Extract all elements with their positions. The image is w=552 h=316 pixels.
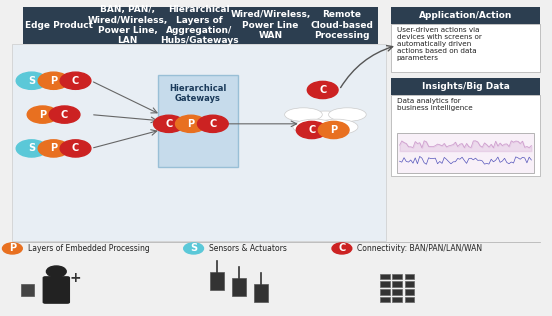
Ellipse shape [293, 119, 336, 135]
Text: Application/Action: Application/Action [419, 11, 512, 20]
FancyBboxPatch shape [235, 7, 306, 44]
Circle shape [307, 81, 338, 99]
Text: P: P [39, 110, 46, 119]
Text: C: C [72, 76, 79, 86]
Text: C: C [61, 110, 68, 119]
Text: C: C [319, 85, 326, 95]
FancyBboxPatch shape [391, 24, 540, 71]
FancyBboxPatch shape [163, 7, 235, 44]
Text: BAN, PAN/,
Wired/Wireless,
Power Line,
LAN: BAN, PAN/, Wired/Wireless, Power Line, L… [88, 5, 168, 46]
FancyBboxPatch shape [380, 274, 390, 279]
FancyBboxPatch shape [391, 7, 540, 24]
Circle shape [60, 140, 91, 157]
Text: Data analytics for
business intelligence: Data analytics for business intelligence [397, 98, 473, 111]
FancyBboxPatch shape [380, 281, 390, 287]
FancyBboxPatch shape [392, 274, 402, 279]
FancyBboxPatch shape [306, 7, 378, 44]
Circle shape [38, 140, 69, 157]
FancyBboxPatch shape [20, 284, 34, 296]
FancyBboxPatch shape [43, 276, 70, 304]
FancyBboxPatch shape [391, 94, 540, 176]
FancyBboxPatch shape [12, 44, 386, 241]
Text: S: S [190, 243, 197, 253]
Ellipse shape [299, 111, 352, 131]
Circle shape [16, 140, 47, 157]
Text: P: P [50, 143, 57, 154]
Circle shape [49, 106, 80, 123]
Circle shape [46, 266, 66, 277]
FancyBboxPatch shape [380, 297, 390, 302]
FancyBboxPatch shape [392, 289, 402, 295]
Text: P: P [330, 125, 337, 135]
Text: User-driven actions via
devices with screens or
automatically driven
actions bas: User-driven actions via devices with scr… [397, 27, 482, 61]
Circle shape [332, 243, 352, 254]
Text: C: C [338, 243, 346, 253]
Text: P: P [187, 119, 194, 129]
Circle shape [319, 121, 349, 139]
Circle shape [184, 243, 204, 254]
FancyBboxPatch shape [391, 78, 540, 94]
Text: Hierarchical
Layers of
Aggregation/
Hubs/Gateways: Hierarchical Layers of Aggregation/ Hubs… [160, 5, 238, 46]
FancyBboxPatch shape [405, 297, 415, 302]
FancyBboxPatch shape [232, 278, 246, 296]
FancyBboxPatch shape [158, 75, 237, 167]
Text: C: C [72, 143, 79, 154]
Ellipse shape [315, 119, 358, 135]
Circle shape [3, 243, 22, 254]
FancyBboxPatch shape [405, 274, 415, 279]
Text: P: P [50, 76, 57, 86]
Text: Connectivity: BAN/PAN/LAN/WAN: Connectivity: BAN/PAN/LAN/WAN [357, 244, 482, 253]
Text: Insights/Big Data: Insights/Big Data [422, 82, 509, 91]
FancyBboxPatch shape [392, 297, 402, 302]
FancyBboxPatch shape [23, 7, 95, 44]
Text: S: S [28, 143, 35, 154]
FancyBboxPatch shape [405, 289, 415, 295]
Text: C: C [165, 119, 173, 129]
Text: Layers of Embedded Processing: Layers of Embedded Processing [28, 244, 150, 253]
Text: Remote
Cloud-based
Processing: Remote Cloud-based Processing [310, 10, 373, 40]
Circle shape [153, 115, 184, 132]
Text: Edge Product: Edge Product [25, 21, 93, 30]
Circle shape [296, 121, 327, 139]
FancyBboxPatch shape [210, 271, 224, 290]
FancyBboxPatch shape [392, 281, 402, 287]
Text: +: + [70, 271, 81, 285]
Text: P: P [9, 243, 16, 253]
FancyBboxPatch shape [92, 7, 163, 44]
Text: C: C [308, 125, 315, 135]
Text: Hierarchical
Gateways: Hierarchical Gateways [169, 84, 226, 103]
FancyBboxPatch shape [397, 133, 534, 173]
FancyBboxPatch shape [405, 281, 415, 287]
FancyBboxPatch shape [380, 289, 390, 295]
Ellipse shape [285, 108, 322, 121]
Ellipse shape [328, 108, 366, 121]
Circle shape [60, 72, 91, 89]
Circle shape [198, 115, 228, 132]
Circle shape [16, 72, 47, 89]
FancyBboxPatch shape [254, 284, 268, 302]
Text: S: S [28, 76, 35, 86]
Text: C: C [209, 119, 216, 129]
Circle shape [38, 72, 69, 89]
Text: Wired/Wireless,
Power Line
WAN: Wired/Wireless, Power Line WAN [230, 10, 311, 40]
Circle shape [176, 115, 206, 132]
Text: Sensors & Actuators: Sensors & Actuators [209, 244, 287, 253]
Circle shape [27, 106, 58, 123]
